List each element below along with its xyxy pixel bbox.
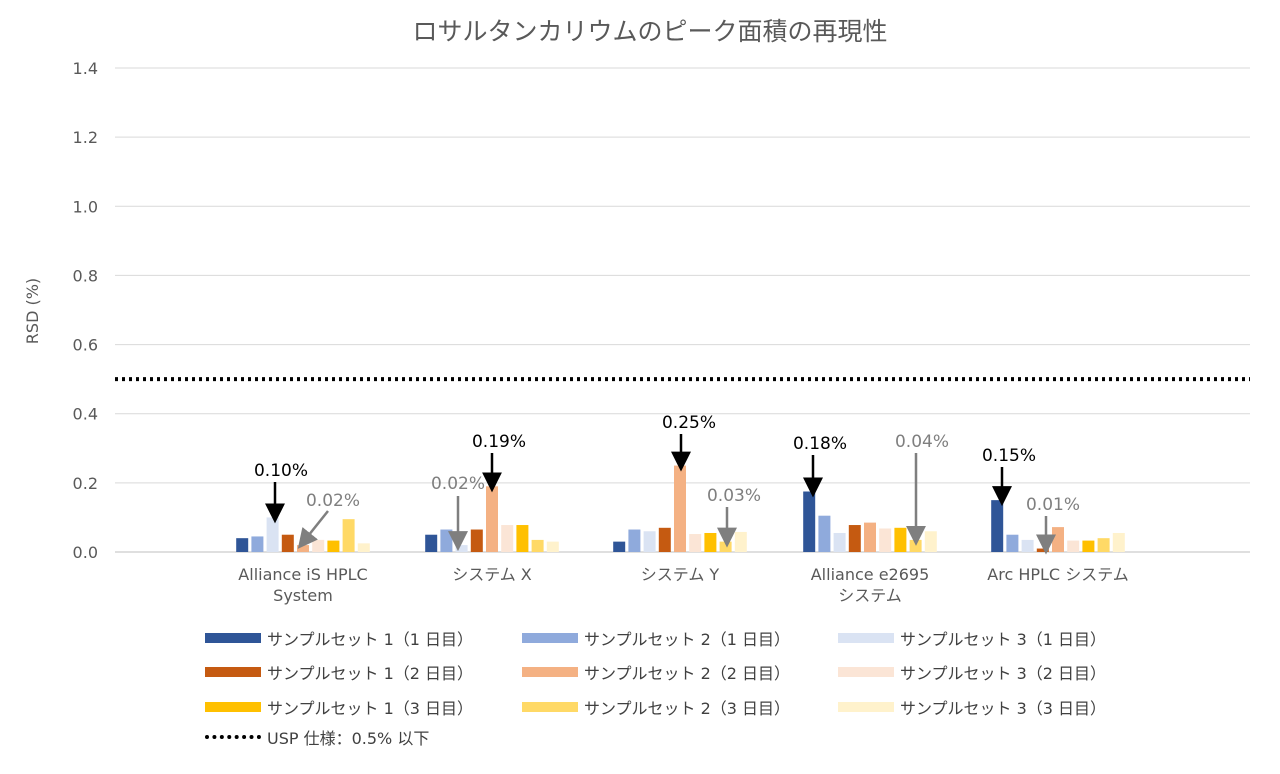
bar <box>357 543 370 552</box>
bar <box>1067 540 1080 552</box>
bar <box>643 531 656 552</box>
bar <box>924 531 937 552</box>
bar <box>546 541 559 552</box>
bar <box>425 534 438 552</box>
bar <box>531 539 544 552</box>
bar <box>327 540 340 552</box>
x-tick-label: システム <box>838 586 902 605</box>
x-tick-label: システム Y <box>641 565 720 584</box>
bar <box>501 525 514 552</box>
bar <box>704 532 717 552</box>
x-tick-label: Alliance iS HPLC <box>238 565 367 584</box>
y-tick-label: 1.0 <box>73 197 98 216</box>
y-tick-label: 0.4 <box>73 405 98 424</box>
y-tick-label: 0.0 <box>73 543 98 562</box>
bar <box>818 515 831 552</box>
bar <box>266 517 279 552</box>
bar <box>658 527 671 552</box>
bar <box>991 500 1004 552</box>
bar <box>516 525 529 552</box>
x-tick-label: システム X <box>452 565 532 584</box>
bar <box>1082 540 1095 552</box>
bar <box>1021 539 1034 552</box>
annotation-label: 0.03% <box>707 486 761 506</box>
bar <box>879 528 892 552</box>
bar <box>1097 538 1110 552</box>
bar <box>297 545 309 552</box>
bar <box>1036 548 1049 552</box>
bar <box>848 525 861 552</box>
x-tick-label: Arc HPLC システム <box>987 565 1128 584</box>
y-tick-label: 1.4 <box>73 59 98 78</box>
bar <box>486 486 498 552</box>
y-tick-label: 0.6 <box>73 336 98 355</box>
bar <box>1006 534 1019 552</box>
annotation-label: 0.02% <box>431 474 485 494</box>
bar <box>281 534 294 552</box>
annotation-arrow <box>297 510 329 549</box>
bar <box>803 491 816 552</box>
annotation-label: 0.10% <box>254 461 308 481</box>
bar <box>734 531 747 552</box>
bar <box>236 538 249 552</box>
bar <box>312 539 325 552</box>
bar <box>719 541 732 552</box>
bar <box>455 545 468 552</box>
annotation-label: 0.18% <box>793 434 847 454</box>
annotation-label: 0.25% <box>662 413 716 433</box>
bar <box>864 522 876 552</box>
bar <box>613 541 626 552</box>
bar <box>440 529 453 552</box>
bar <box>470 529 483 552</box>
x-tick-label: Alliance e2695 <box>811 565 930 584</box>
y-axis-label: RSD (%) <box>23 278 42 344</box>
bar <box>833 532 846 552</box>
bar <box>628 529 641 552</box>
bar <box>1112 532 1125 552</box>
bar <box>674 465 686 552</box>
bar <box>342 519 355 552</box>
annotation-label: 0.01% <box>1026 495 1080 515</box>
annotation-label: 0.15% <box>982 446 1036 466</box>
annotation-label: 0.04% <box>895 432 949 452</box>
bar <box>909 539 922 552</box>
annotation-label: 0.19% <box>472 432 526 452</box>
bar <box>251 536 264 552</box>
bar <box>1052 527 1064 552</box>
y-tick-label: 0.2 <box>73 474 98 493</box>
bar <box>689 534 702 552</box>
bar <box>894 527 907 552</box>
chart-title: ロサルタンカリウムのピーク面積の再現性 <box>412 17 887 46</box>
x-tick-label: System <box>273 586 333 605</box>
annotation-label: 0.02% <box>306 491 360 511</box>
y-tick-label: 1.2 <box>73 128 98 147</box>
y-tick-label: 0.8 <box>73 266 98 285</box>
